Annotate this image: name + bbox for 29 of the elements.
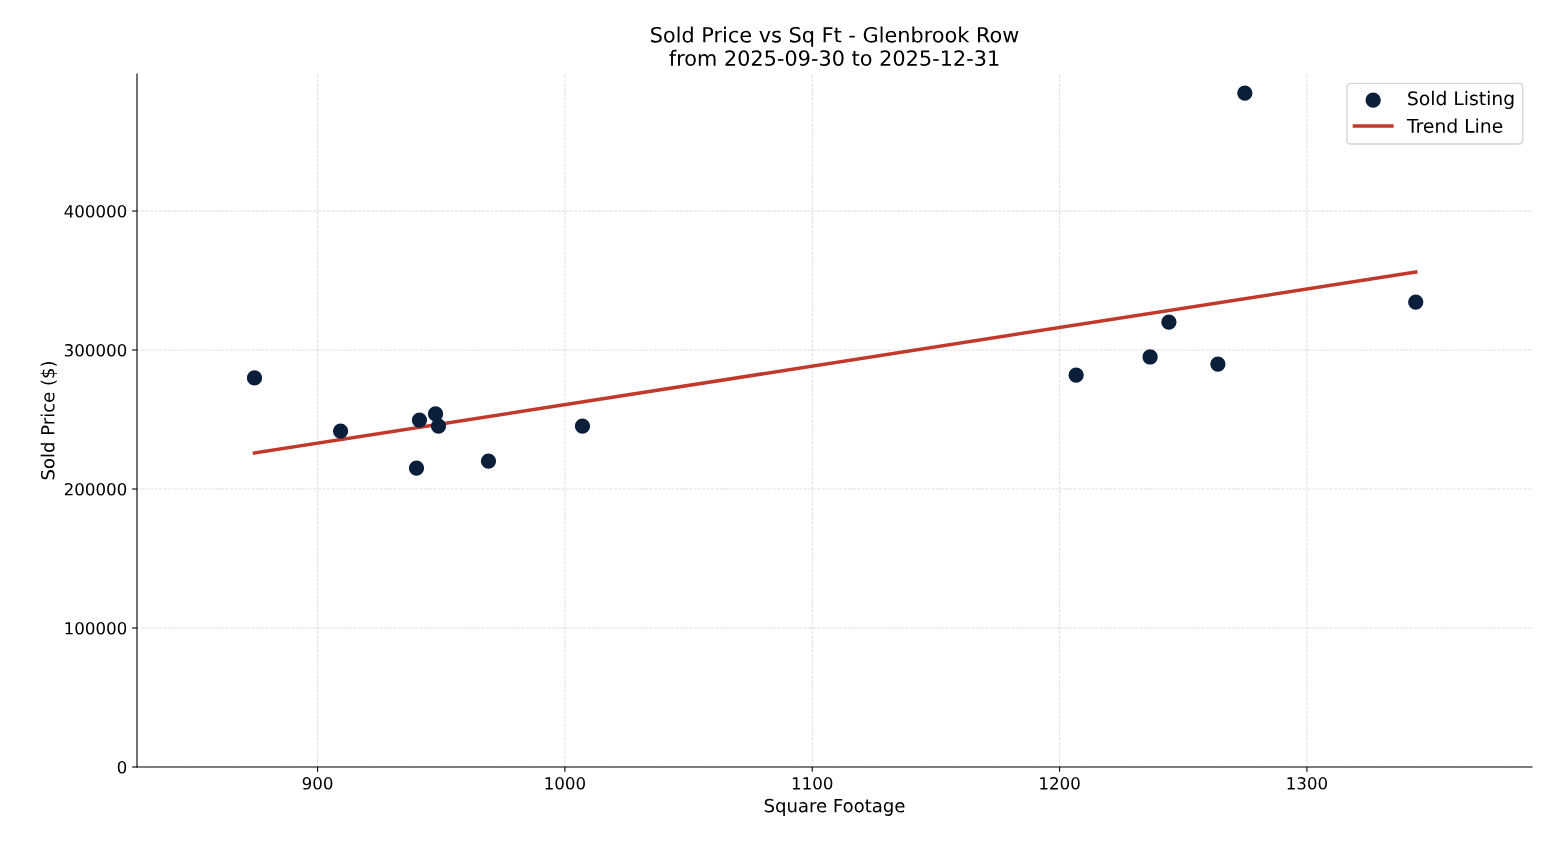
- legend-label: Sold Listing: [1408, 90, 1514, 110]
- point: [1142, 349, 1158, 365]
- point: [1161, 314, 1177, 330]
- y-tick-label: 0: [117, 760, 127, 774]
- x-tick-label: 1000: [545, 777, 585, 790]
- y-tick-label: 300000: [64, 343, 127, 357]
- y-tick-label: 200000: [64, 482, 127, 496]
- x-tick-label: 1300: [1287, 777, 1328, 790]
- y-tick-label: 400000: [64, 205, 127, 218]
- chart-title: Sold Price vs Sq Ft - Glenbrook Row from 2025-09-30 to 2025-12-31: [651, 26, 1019, 66]
- x-tick-label: 1200: [1040, 777, 1080, 790]
- x-axis-title: Square Footage: [764, 798, 905, 816]
- point: [427, 406, 444, 422]
- point: [1408, 294, 1424, 310]
- x-tick-label: 1100: [792, 777, 833, 790]
- point: [480, 453, 497, 469]
- point: [332, 423, 349, 439]
- y-axis-title: Sold Price ($): [40, 362, 57, 480]
- point: [430, 418, 447, 434]
- point: [411, 412, 428, 428]
- legend-label: Trend Line: [1406, 118, 1503, 133]
- point: [1068, 367, 1084, 383]
- y-tick-label: 100000: [65, 621, 127, 635]
- point: [1237, 85, 1253, 101]
- point: [246, 370, 263, 386]
- point: [1210, 356, 1226, 372]
- point: [408, 460, 425, 476]
- x-tick-label: 900: [302, 777, 333, 790]
- point: [574, 418, 591, 434]
